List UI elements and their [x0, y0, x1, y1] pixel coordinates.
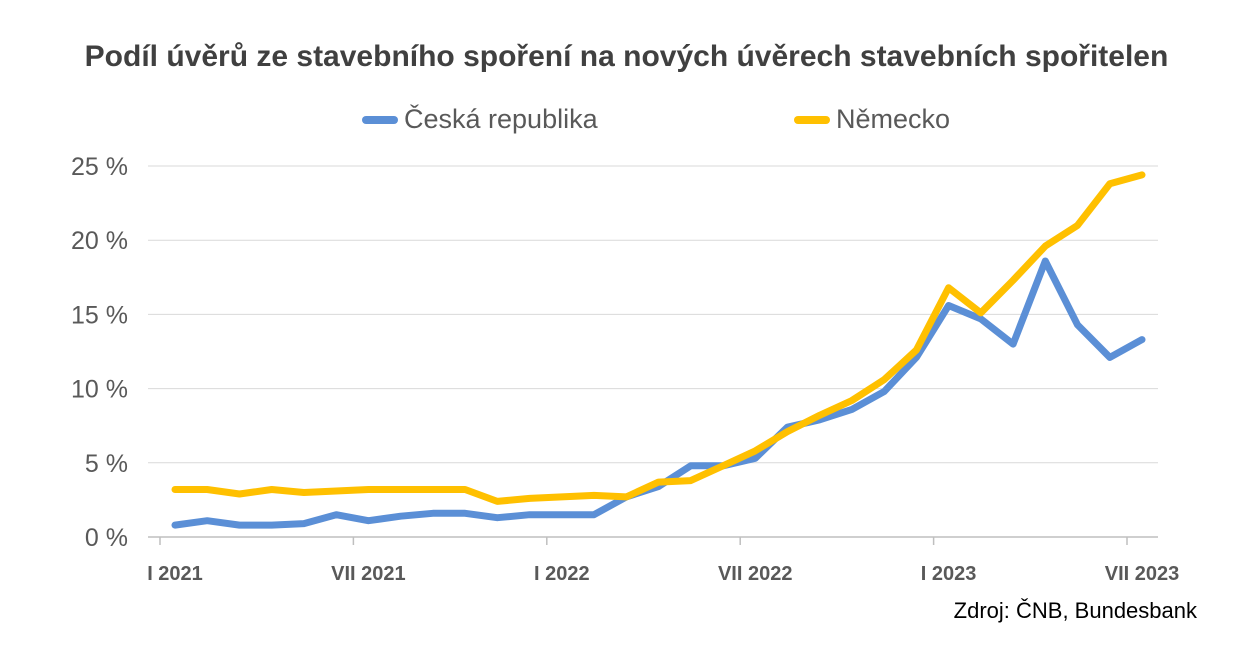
series-line-ceska-republika	[171, 257, 1146, 529]
series-line-nemecko	[171, 171, 1146, 505]
gridlines	[148, 165, 1158, 464]
source-note: Zdroj: ČNB, Bundesbank	[953, 598, 1197, 623]
legend-item-cr: Česká republika	[362, 104, 598, 135]
y-tick-label: 10 %	[71, 376, 128, 404]
y-tick-label: 0 %	[85, 524, 128, 552]
x-tick-label: VII 2023	[1105, 563, 1180, 585]
x-tick-label: I 2023	[921, 563, 977, 585]
legend: Česká republika Německo	[0, 104, 1253, 144]
x-axis-ticks: I 2021 VII 2021 I 2022 VII 2022 I 2023 VII 20…	[147, 537, 1179, 585]
legend-item-de: Německo	[794, 104, 950, 135]
y-tick-label: 15 %	[71, 301, 128, 329]
y-tick-label: 20 %	[71, 227, 128, 255]
chart-title: Podíl úvěrů ze stavebního spoření na nov…	[84, 40, 1169, 73]
x-tick-label: VII 2021	[331, 563, 406, 585]
x-tick-label: VII 2022	[718, 563, 793, 585]
legend-label-cr: Česká republika	[404, 104, 598, 134]
y-tick-label: 25 %	[71, 153, 128, 181]
x-tick-label: I 2021	[147, 563, 203, 585]
x-tick-label: I 2022	[534, 563, 590, 585]
legend-swatch-cr	[362, 115, 398, 124]
legend-swatch-de	[794, 115, 830, 124]
legend-label-de: Německo	[836, 104, 951, 134]
y-axis-ticks: 0 % 5 % 10 % 15 % 20 % 25 %	[71, 153, 128, 552]
series-lines	[171, 171, 1146, 529]
y-tick-label: 5 %	[85, 450, 128, 478]
